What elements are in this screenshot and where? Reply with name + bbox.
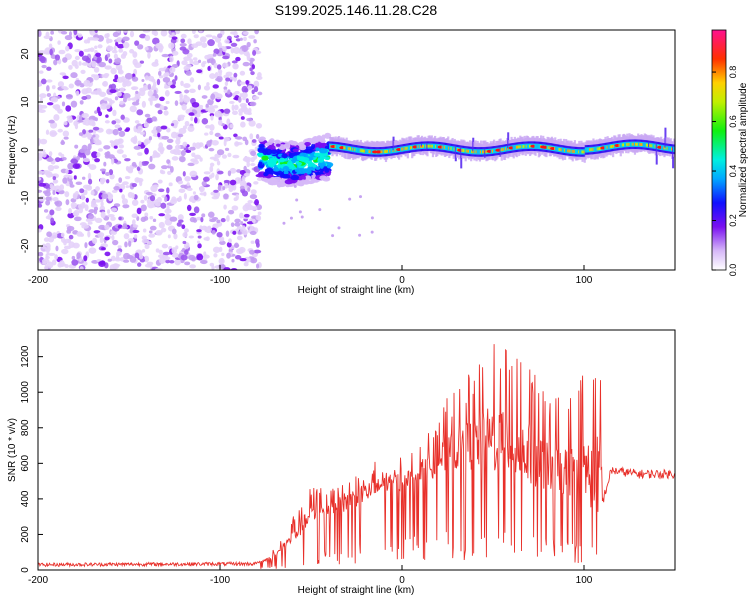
spectrogram-plot-area <box>38 30 675 270</box>
spectrogram-signal <box>255 127 675 238</box>
snr-panel: -200 -100 0 100 0 200 400 600 800 1000 1200 Heigh… <box>7 329 676 596</box>
snr-y-tick-label: 0 <box>20 567 31 573</box>
snr-y-ticks: 0 200 400 600 800 1000 1200 <box>20 345 43 573</box>
snr-x-tick-label: 0 <box>399 575 405 586</box>
snr-frame <box>37 329 676 571</box>
snr-x-tick-label: -100 <box>210 575 230 586</box>
snr-x-tick-label: 100 <box>576 575 593 586</box>
colorbar: 0.0 0.2 0.4 0.6 0.8 Normalized spectral ampl… <box>711 29 749 276</box>
snr-y-tick-label: 400 <box>20 490 31 507</box>
spectrogram-y-label: Frequency (Hz) <box>7 116 18 185</box>
spectrogram-noise <box>38 30 263 270</box>
snr-y-tick-label: 1000 <box>20 381 31 404</box>
spectrogram-x-tick-label: -100 <box>210 275 230 286</box>
spectrogram-y-tick-label: -10 <box>20 190 31 205</box>
spectrogram-x-ticks: -200 -100 0 100 <box>28 265 593 286</box>
snr-series-line <box>38 344 675 569</box>
snr-x-tick-label: -200 <box>28 575 48 586</box>
spectrogram-x-tick-label: 0 <box>399 275 405 286</box>
snr-y-label: SNR (10 * v/v) <box>7 418 18 482</box>
colorbar-tick-label: 0.2 <box>728 214 738 227</box>
spectrogram-y-tick-label: 20 <box>20 48 31 60</box>
colorbar-gradient <box>711 29 727 271</box>
spectrogram-x-label: Height of straight line (km) <box>298 285 415 296</box>
figure-title: S199.2025.146.11.28.C28 <box>275 2 438 18</box>
spectrogram-y-ticks: -20 -10 0 10 20 <box>20 48 43 253</box>
colorbar-label: Normalized spectral amplitude <box>738 82 749 217</box>
colorbar-tick-label: 0.4 <box>728 165 738 178</box>
colorbar-tick-label: 0.6 <box>728 115 738 128</box>
snr-plot-area <box>38 344 675 569</box>
snr-y-tick-label: 600 <box>20 455 31 472</box>
spectrogram-y-tick-label: -20 <box>20 238 31 253</box>
colorbar-tick-label: 0.0 <box>728 264 738 277</box>
spectrogram-x-tick-label: 100 <box>576 275 593 286</box>
snr-y-tick-label: 1200 <box>20 345 31 368</box>
spectrogram-x-tick-label: -200 <box>28 275 48 286</box>
snr-y-tick-label: 200 <box>20 526 31 543</box>
snr-x-ticks: -200 -100 0 100 <box>28 565 593 586</box>
colorbar-tick-label: 0.8 <box>728 66 738 79</box>
spectrogram-y-tick-label: 0 <box>20 147 31 153</box>
snr-x-label: Height of straight line (km) <box>298 585 415 596</box>
spectrogram-y-tick-label: 10 <box>20 96 31 108</box>
colorbar-ticks: 0.0 0.2 0.4 0.6 0.8 <box>712 66 738 276</box>
snr-y-tick-label: 800 <box>20 419 31 436</box>
